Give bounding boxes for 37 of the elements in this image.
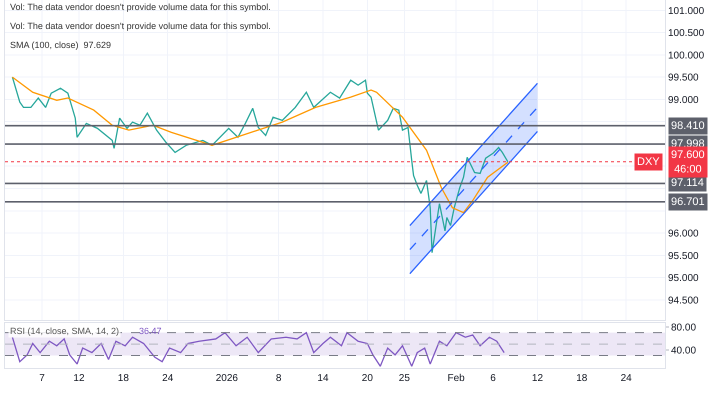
ref-line-label: 97.114 (671, 177, 704, 189)
chart-title: RSI (14, close, SMA, 14, 2) (10, 326, 120, 336)
annotation: DXY (637, 156, 660, 168)
y-tick-label: 40.00 (671, 345, 696, 356)
x-tick-label: 2026 (216, 373, 238, 384)
x-tick-label: 18 (576, 373, 588, 384)
y-tick-label: 95.500 (668, 250, 700, 262)
y-tick-label: 100.000 (668, 50, 705, 62)
y-tick-label: 96.000 (668, 228, 700, 240)
ref-line-label: 96.701 (671, 196, 705, 208)
x-tick-label: 12 (73, 373, 85, 384)
x-tick-label: 12 (532, 373, 544, 384)
annotation: Vol: The data vendor doesn't provide volume data for this symbol. (10, 21, 271, 31)
annotation: Vol: The data vendor doesn't provide volume data for this symbol. (10, 2, 271, 12)
line-series (12, 76, 509, 214)
x-tick-label: 24 (620, 373, 632, 384)
x-tick-label: 20 (362, 373, 374, 384)
ref-line-label: 98.410 (671, 120, 705, 132)
annotation: 36.47 (139, 326, 162, 336)
x-tick-label: 18 (118, 373, 130, 384)
ref-line-label: 97.600 46:00 (671, 149, 705, 176)
y-tick-label: 94.500 (668, 295, 700, 306)
line-series (12, 76, 509, 254)
y-tick-label: 99.500 (668, 72, 700, 84)
x-tick-label: 8 (276, 373, 282, 384)
x-tick-label: 25 (398, 373, 410, 384)
x-tick-label: 6 (490, 373, 496, 384)
y-tick-label: 80.00 (671, 322, 696, 334)
x-tick-label: 24 (162, 373, 174, 384)
y-tick-label: 101.000 (668, 6, 705, 17)
x-tick-label: 14 (317, 373, 329, 384)
y-tick-label: 99.000 (668, 94, 700, 106)
x-tick-label: 7 (39, 373, 46, 384)
y-tick-label: 95.000 (668, 273, 700, 284)
annotation: SMA (100, close) 97.629 (10, 40, 112, 50)
y-tick-label: 100.500 (668, 28, 705, 40)
x-tick-label: Feb (447, 373, 466, 384)
